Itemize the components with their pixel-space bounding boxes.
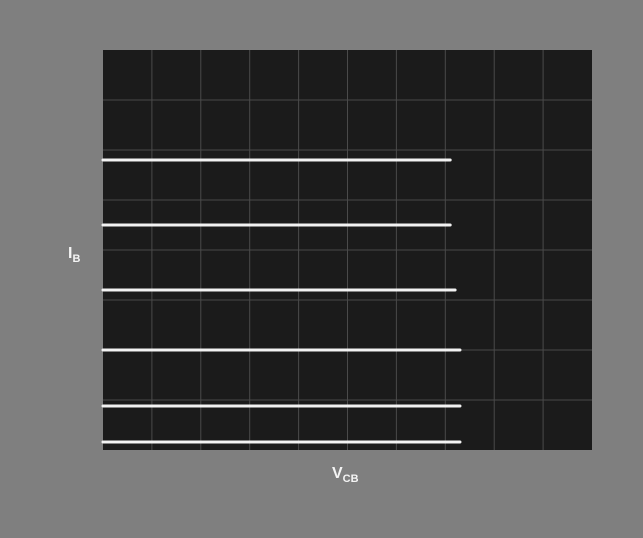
x-label-subscript: CB [343,473,359,485]
page: {"chart_data": {"type": "line", "ylabel"… [0,0,643,538]
chart: IB VCB [0,0,643,538]
x-label-symbol: V [332,465,343,482]
y-label-subscript: B [72,253,80,265]
